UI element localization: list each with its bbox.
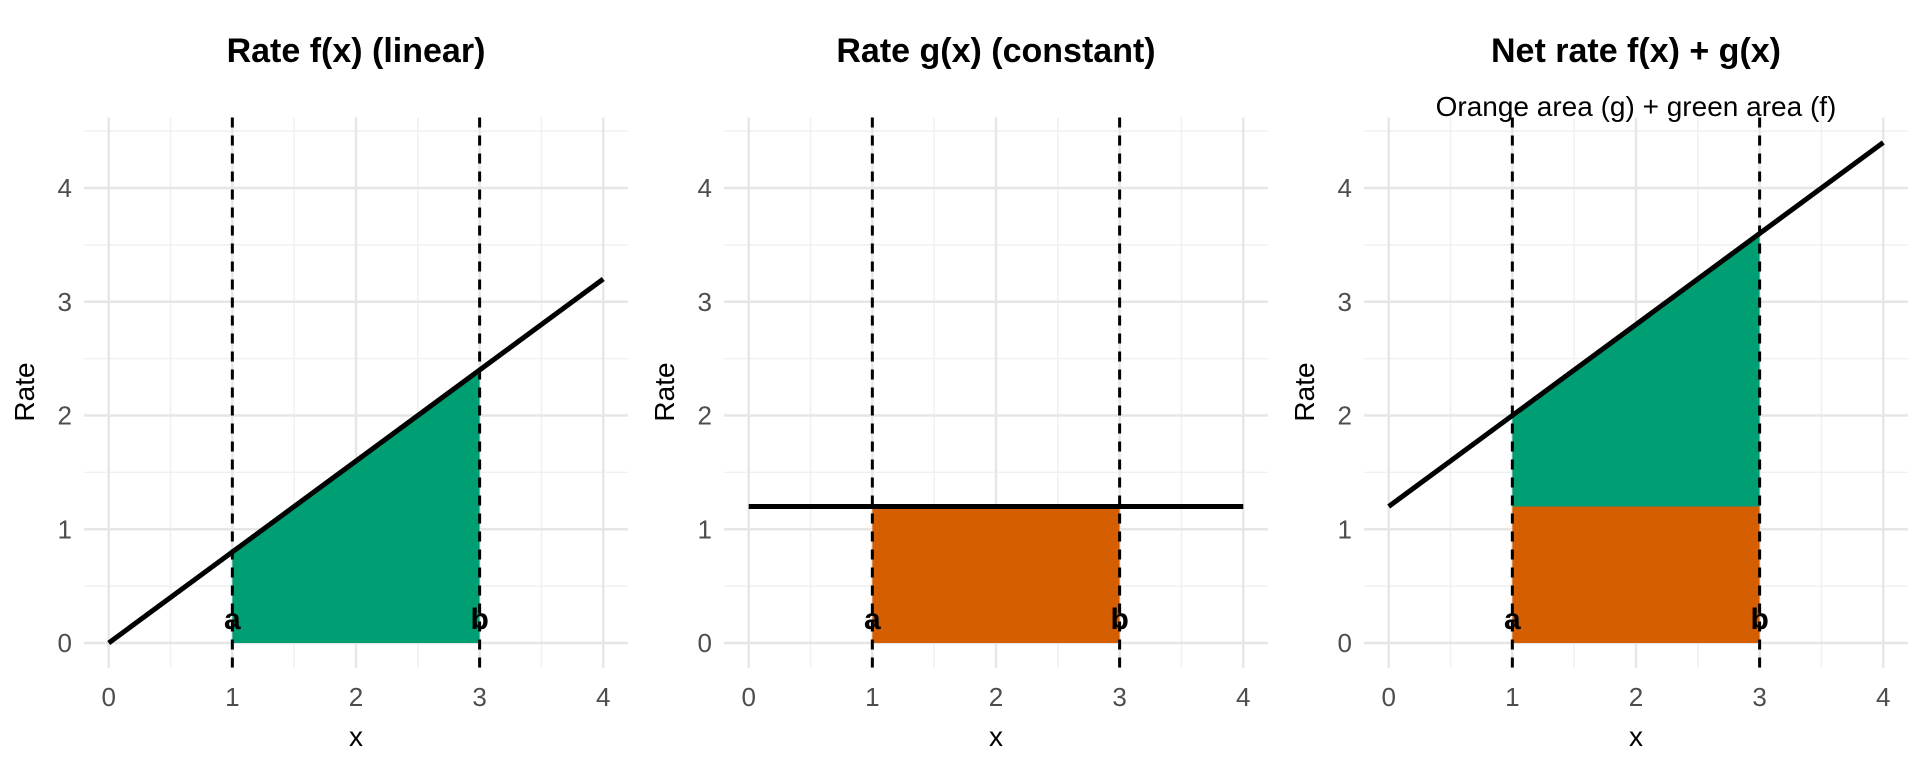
tick-layer: 0 1 2 3 4 0 1 2 3 4 [1338, 173, 1891, 712]
bound-label-b: b [1110, 603, 1128, 636]
bound-label-b: b [470, 603, 488, 636]
x-axis-title: x [349, 721, 363, 752]
y-tick-label: 1 [1338, 514, 1352, 544]
tick-layer: 0 1 2 3 4 0 1 2 3 4 [698, 173, 1251, 712]
area-layer [872, 506, 1120, 643]
function-line-f-plus-g [1387, 140, 1885, 509]
bound-label-a: a [1504, 603, 1521, 636]
function-line-f [107, 276, 605, 646]
tick-layer: 0 1 2 3 4 0 1 2 3 4 [58, 173, 611, 712]
x-axis-title: x [1629, 721, 1643, 752]
bound-label-a: a [864, 603, 881, 636]
x-tick-label: 4 [596, 682, 610, 712]
x-tick-label: 2 [989, 682, 1003, 712]
x-tick-label: 4 [1876, 682, 1890, 712]
x-tick-label: 1 [865, 682, 879, 712]
x-tick-label: 3 [1112, 682, 1126, 712]
shaded-green-area [232, 370, 480, 643]
y-tick-label: 1 [698, 514, 712, 544]
x-tick-label: 1 [1505, 682, 1519, 712]
y-tick-label: 2 [1338, 401, 1352, 431]
y-tick-label: 1 [58, 514, 72, 544]
y-axis-title: Rate [9, 362, 40, 421]
y-tick-label: 0 [1338, 628, 1352, 658]
y-tick-label: 3 [1338, 287, 1352, 317]
area-layer [1512, 233, 1760, 643]
x-tick-label: 0 [741, 682, 755, 712]
y-tick-label: 4 [58, 173, 72, 203]
y-tick-label: 0 [58, 628, 72, 658]
shaded-orange-area [872, 506, 1120, 643]
x-tick-label: 2 [1629, 682, 1643, 712]
chart-subtitle: Orange area (g) + green area (f) [1436, 91, 1837, 122]
x-tick-label: 1 [225, 682, 239, 712]
y-tick-label: 4 [1338, 173, 1352, 203]
shaded-orange-area [1512, 506, 1760, 643]
y-tick-label: 0 [698, 628, 712, 658]
y-tick-label: 4 [698, 173, 712, 203]
x-tick-label: 3 [472, 682, 486, 712]
bound-label-b: b [1750, 603, 1768, 636]
y-tick-label: 3 [698, 287, 712, 317]
chart-title: Rate f(x) (linear) [227, 32, 486, 70]
x-axis-title: x [989, 721, 1003, 752]
chart-title: Rate g(x) (constant) [836, 32, 1155, 70]
y-axis-title: Rate [1289, 362, 1320, 421]
x-tick-label: 4 [1236, 682, 1250, 712]
y-tick-label: 2 [58, 401, 72, 431]
area-layer [232, 370, 480, 643]
chart-title: Net rate f(x) + g(x) [1491, 32, 1781, 70]
bound-label-a: a [224, 603, 241, 636]
y-tick-label: 3 [58, 287, 72, 317]
x-tick-label: 0 [1381, 682, 1395, 712]
shaded-green-area [1512, 233, 1760, 507]
y-tick-label: 2 [698, 401, 712, 431]
x-tick-label: 2 [349, 682, 363, 712]
x-tick-label: 3 [1752, 682, 1766, 712]
y-axis-title: Rate [649, 362, 680, 421]
x-tick-label: 0 [101, 682, 115, 712]
